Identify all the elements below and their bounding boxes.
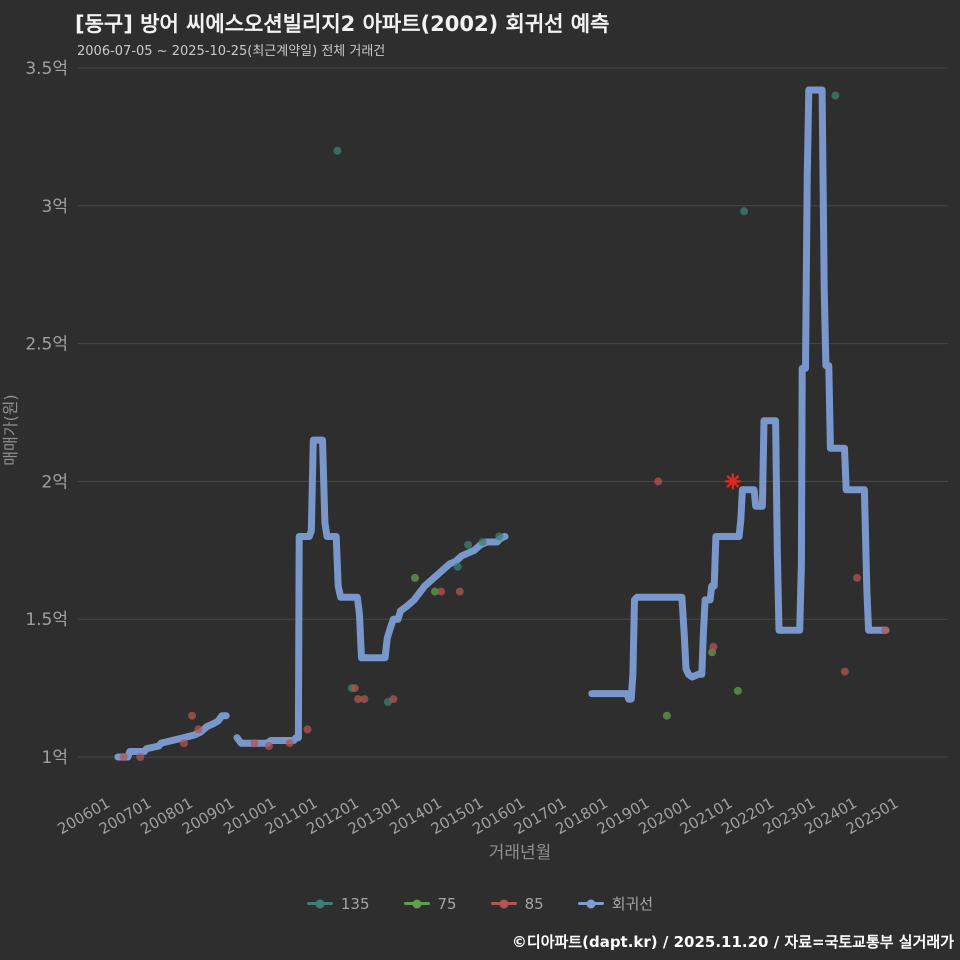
- legend-marker-dot: [412, 899, 422, 908]
- scatter-point-85: [188, 711, 197, 720]
- legend-marker-line: [306, 899, 333, 908]
- y-axis-title: 매매가(원): [1, 394, 20, 465]
- scatter-point-135: [333, 146, 342, 155]
- regression-line-segment: [588, 86, 890, 703]
- legend-marker-dot: [586, 899, 596, 908]
- scatter-point-135: [464, 540, 473, 549]
- scatter-point-85: [119, 753, 128, 761]
- regression-line-segment: [233, 436, 509, 747]
- x-axis-title: 거래년월: [489, 843, 552, 863]
- legend-item-75[interactable]: 75: [403, 894, 457, 913]
- legend-marker-line: [490, 899, 517, 908]
- scatter-point-135: [478, 538, 487, 546]
- scatter-point-85: [389, 695, 398, 704]
- legend-item-회귀선[interactable]: 회귀선: [577, 893, 654, 914]
- chart-canvas: 1억1.5억2억2.5억3억3.5억2006012007012008012009…: [1, 59, 948, 863]
- scatter-point-85: [709, 642, 718, 651]
- source-attribution: ©디아파트(dapt.kr) / 2025.11.20 / 자료=국토교통부 실…: [511, 933, 954, 951]
- page-title: [동구] 방어 씨에스오션빌리지2 아파트(2002) 회귀선 예측: [75, 12, 610, 36]
- scatter-point-85: [654, 477, 663, 486]
- highlight-star-marker: [726, 475, 739, 488]
- legend: 135 75 85 회귀선: [0, 893, 960, 914]
- scatter-point-85: [437, 587, 446, 596]
- scatter-point-135: [831, 91, 840, 100]
- legend-label: 회귀선: [611, 895, 654, 913]
- scatter-point-85: [455, 587, 464, 596]
- legend-label: 85: [524, 894, 544, 913]
- scatter-point-85: [354, 695, 363, 704]
- legend-marker-line: [577, 899, 604, 908]
- regression-line-segment: [114, 712, 230, 761]
- scatter-point-85: [250, 739, 259, 748]
- legend-label: 75: [437, 894, 457, 913]
- y-tick-label: 3.5억: [25, 59, 68, 79]
- scatter-point-85: [264, 742, 273, 750]
- scatter-point-135: [495, 532, 504, 541]
- y-tick-label: 2.5억: [25, 335, 68, 355]
- scatter-point-75: [430, 587, 439, 596]
- scatter-point-75: [733, 686, 742, 695]
- legend-label: 135: [340, 894, 370, 913]
- y-tick-label: 1억: [42, 748, 68, 768]
- scatter-point-85: [881, 626, 890, 635]
- scatter-point-85: [853, 573, 861, 582]
- scatter-point-75: [662, 711, 671, 720]
- scatter-point-75: [411, 573, 419, 582]
- legend-item-85[interactable]: 85: [490, 894, 544, 913]
- scatter-point-85: [285, 739, 294, 748]
- y-tick-label: 2억: [42, 472, 68, 492]
- scatter-point-85: [360, 695, 369, 704]
- legend-marker-line: [403, 899, 430, 908]
- scatter-point-85: [194, 725, 203, 734]
- scatter-point-135: [740, 207, 749, 216]
- scatter-point-85: [179, 739, 188, 748]
- scatter-point-85: [136, 753, 145, 761]
- page-subtitle: 2006-07-05 ~ 2025-10-25(최근계약일) 전체 거래건: [77, 44, 386, 59]
- scatter-point-85: [350, 684, 359, 693]
- y-tick-label: 1.5억: [25, 610, 68, 630]
- scatter-point-85: [840, 667, 849, 676]
- scatter-point-135: [453, 562, 462, 571]
- scatter-point-85: [303, 725, 312, 734]
- legend-marker-dot: [499, 899, 509, 908]
- legend-marker-dot: [315, 899, 325, 908]
- y-tick-label: 3억: [42, 197, 68, 217]
- legend-item-135[interactable]: 135: [306, 894, 370, 913]
